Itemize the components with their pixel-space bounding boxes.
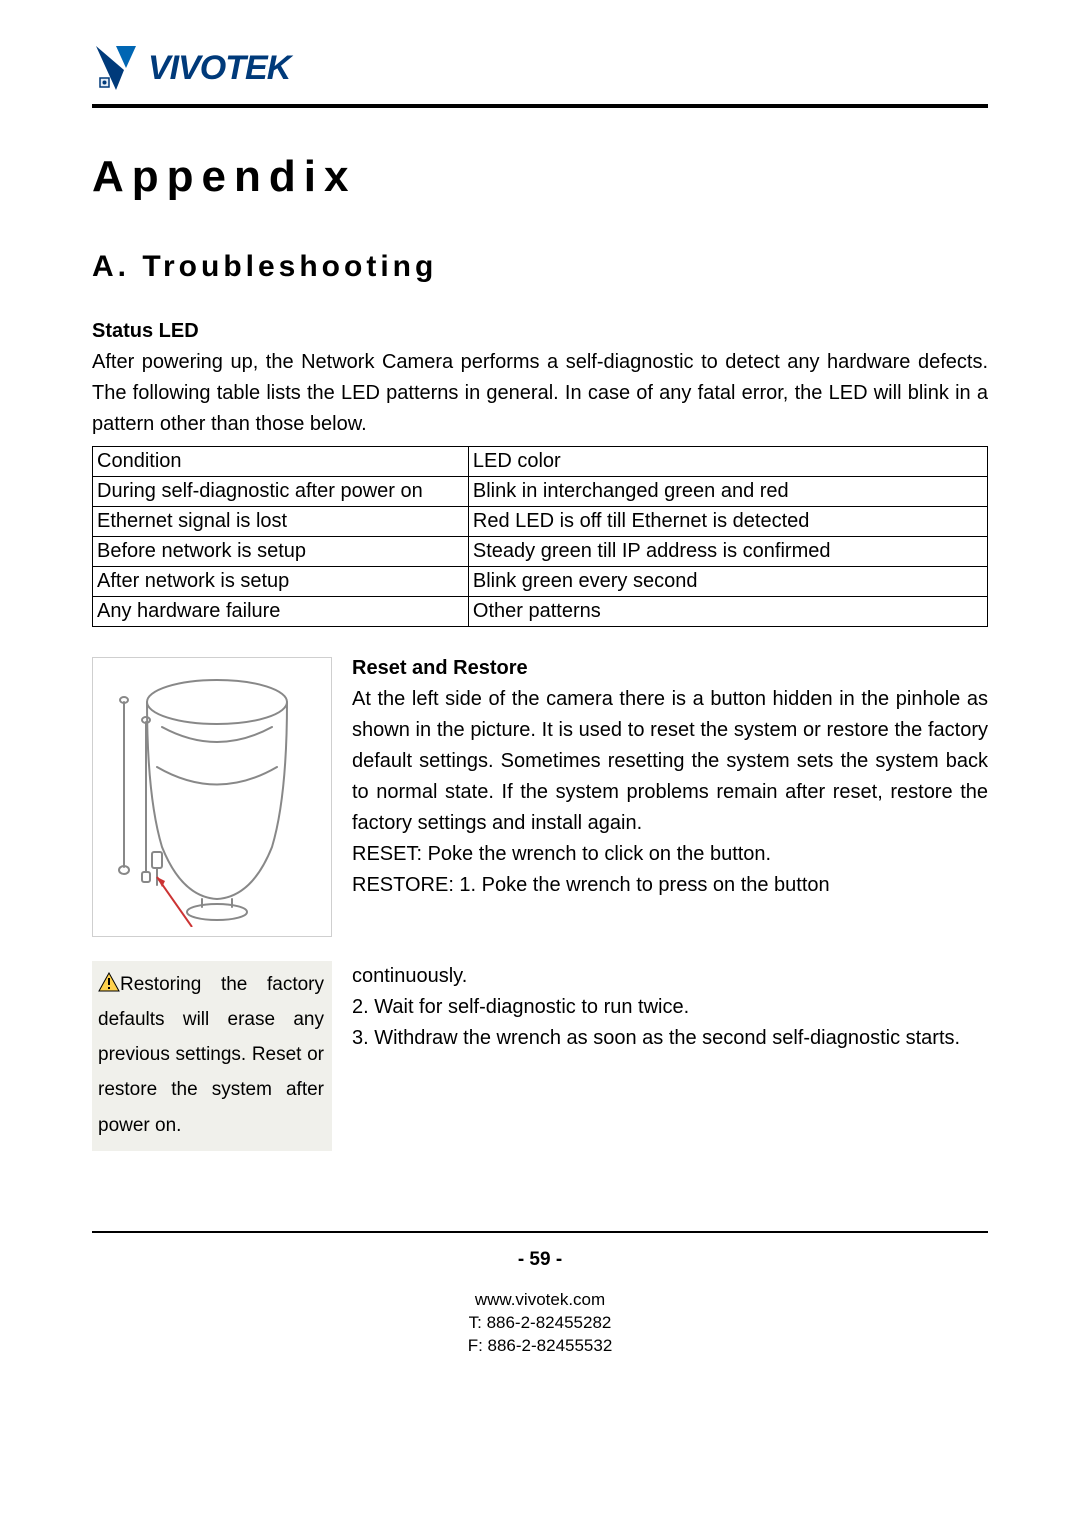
logo: VIVOTEK xyxy=(92,40,988,96)
table-header-cell: Condition xyxy=(93,447,469,477)
reset-restore-paragraph: At the left side of the camera there is … xyxy=(352,684,988,839)
restore-instruction-line3: 3. Withdraw the wrench as soon as the se… xyxy=(352,1023,988,1054)
table-cell: Any hardware failure xyxy=(93,597,469,627)
footer-tel: T: 886-2-82455282 xyxy=(92,1312,988,1335)
camera-line-art-icon xyxy=(102,667,322,927)
table-row: Ethernet signal is lost Red LED is off t… xyxy=(93,507,988,537)
page-number: - 59 - xyxy=(92,1249,988,1271)
reset-restore-subhead: Reset and Restore xyxy=(352,657,988,680)
table-cell: Other patterns xyxy=(468,597,987,627)
status-led-paragraph: After powering up, the Network Camera pe… xyxy=(92,347,988,440)
warning-box: Restoring the factory defaults will eras… xyxy=(92,961,332,1151)
table-cell: Before network is setup xyxy=(93,537,469,567)
led-table: Condition LED color During self-diagnost… xyxy=(92,446,988,627)
header-rule xyxy=(92,104,988,108)
footer-rule xyxy=(92,1231,988,1233)
table-row: During self-diagnostic after power on Bl… xyxy=(93,477,988,507)
table-row: Condition LED color xyxy=(93,447,988,477)
vivotek-mark-icon xyxy=(92,40,140,96)
table-row: Before network is setup Steady green til… xyxy=(93,537,988,567)
status-led-subhead: Status LED xyxy=(92,320,988,343)
section-heading: A. Troubleshooting xyxy=(92,250,988,284)
table-row: Any hardware failure Other patterns xyxy=(93,597,988,627)
table-cell: Steady green till IP address is confirme… xyxy=(468,537,987,567)
table-cell: Blink green every second xyxy=(468,567,987,597)
reset-instruction: RESET: Poke the wrench to click on the b… xyxy=(352,839,988,870)
page-title: Appendix xyxy=(92,152,988,202)
table-row: After network is setup Blink green every… xyxy=(93,567,988,597)
warning-icon xyxy=(98,972,120,992)
table-cell: Red LED is off till Ethernet is detected xyxy=(468,507,987,537)
page-footer: - 59 - www.vivotek.com T: 886-2-82455282… xyxy=(92,1249,988,1358)
restore-instruction-continuously: continuously. xyxy=(352,961,988,992)
restore-instruction-line1: RESTORE: 1. Poke the wrench to press on … xyxy=(352,870,988,901)
restore-instruction-line2: 2. Wait for self-diagnostic to run twice… xyxy=(352,992,988,1023)
warning-text: Restoring the factory defaults will eras… xyxy=(98,974,324,1136)
table-cell: After network is setup xyxy=(93,567,469,597)
camera-illustration xyxy=(92,657,332,937)
logo-text: VIVOTEK xyxy=(148,49,290,88)
table-cell: Blink in interchanged green and red xyxy=(468,477,987,507)
table-header-cell: LED color xyxy=(468,447,987,477)
footer-url: www.vivotek.com xyxy=(92,1289,988,1312)
footer-fax: F: 886-2-82455532 xyxy=(92,1335,988,1358)
table-cell: Ethernet signal is lost xyxy=(93,507,469,537)
table-cell: During self-diagnostic after power on xyxy=(93,477,469,507)
